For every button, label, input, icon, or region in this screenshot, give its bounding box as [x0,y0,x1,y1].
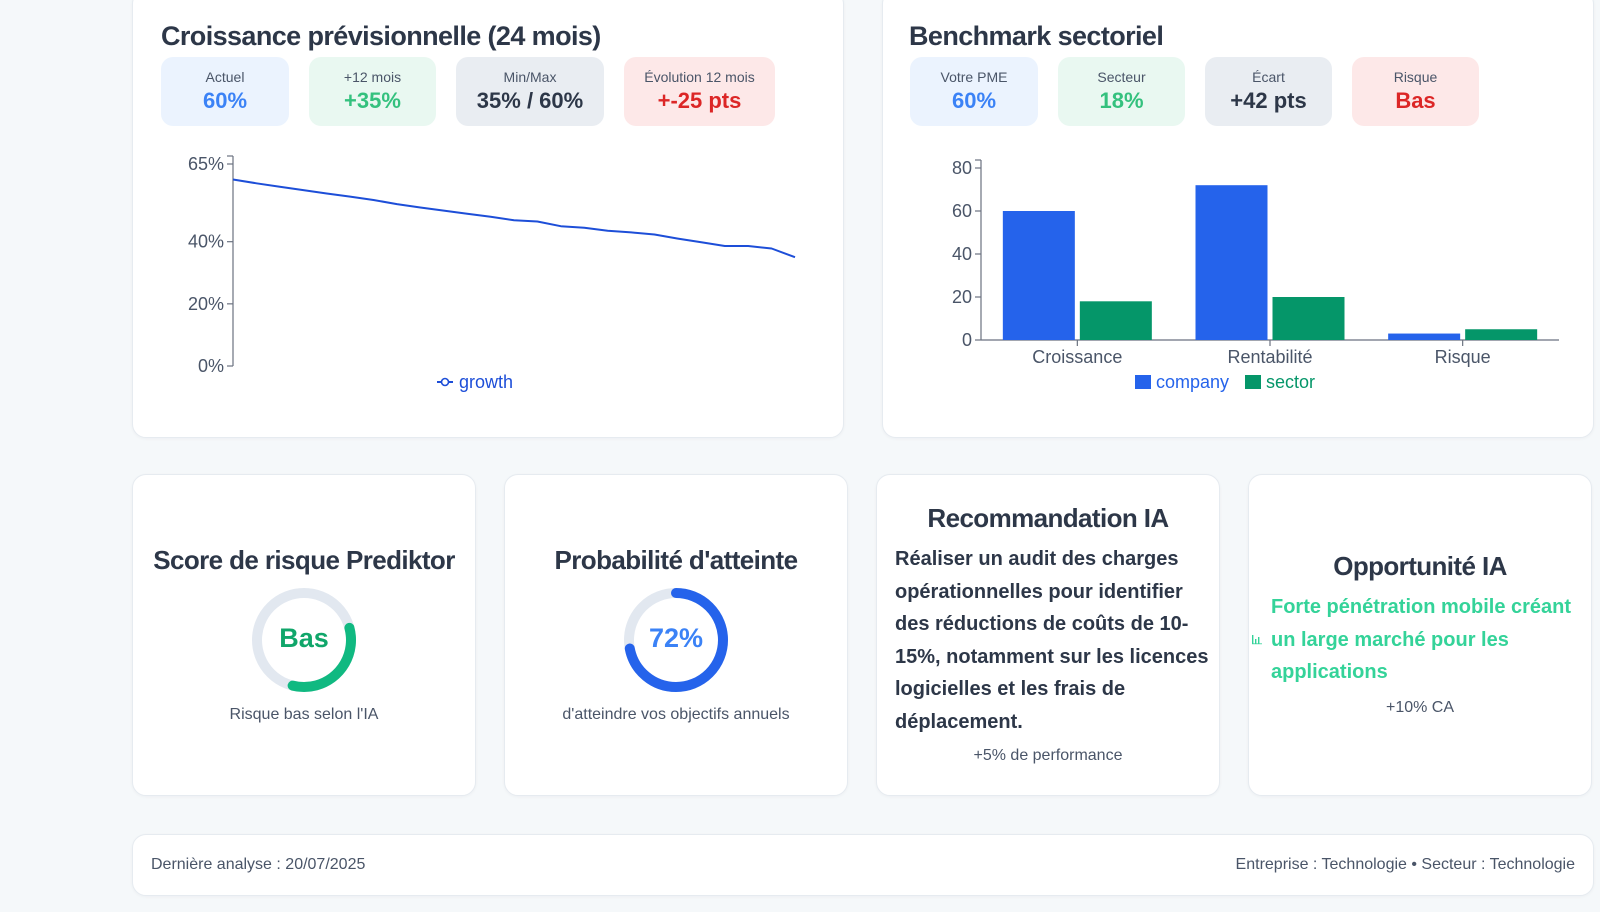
opportunity-card-title: Opportunité IA [1333,551,1507,581]
stat-min-max: Min/Max 35% / 60% [456,57,604,126]
stat-label: Actuel [205,69,245,85]
footer-bar: Dernière analyse : 20/07/2025 Entreprise… [132,834,1594,896]
stat-label: Évolution 12 mois [644,69,755,85]
legend-company-swatch [1135,375,1151,389]
probability-card: Probabilité d'atteinte 72% d'atteindre v… [504,474,848,796]
bar-chart-icon [1252,635,1262,645]
risk-gauge [252,588,356,692]
stat-value: +35% [344,88,401,113]
risk-score-card: Score de risque Prediktor Bas Risque bas… [132,474,476,796]
stat-value: 18% [1099,88,1144,113]
legend-growth-label: growth [459,372,513,392]
stat-label: Votre PME [940,69,1008,85]
benchmark-card: Benchmark sectoriel Votre PME 60% Secteu… [882,0,1594,438]
growth-forecast-card: Croissance prévisionnelle (24 mois) Actu… [132,0,844,438]
bar-company-croissance [1002,211,1075,340]
stat-evolution: Évolution 12 mois +-25 pts [624,57,775,126]
bar-sector-risque [1465,329,1538,340]
y-tick-label: 40 [952,244,972,264]
stat-value: +-25 pts [657,88,742,113]
probability-caption: d'atteindre vos objectifs annuels [562,706,790,723]
legend-sector-label: sector [1266,372,1315,392]
growth-line-chart: 0% 20% 40% 65% growth [188,154,796,392]
y-tick-label: 80 [952,158,972,178]
y-tick-label: 0% [198,356,224,376]
stat-label: +12 mois [343,69,402,85]
bar-sector-rentabilité [1272,297,1345,340]
last-analysis-date: Dernière analyse : 20/07/2025 [151,856,366,873]
x-tick-label: Rentabilité [1227,347,1312,367]
stat-12-months: +12 mois +35% [309,57,436,126]
gauge-fill [624,588,728,692]
x-tick-label: Croissance [1032,347,1122,367]
stat-current: Actuel 60% [161,57,289,126]
y-tick-label: 20 [952,287,972,307]
stat-gap: Écart +42 pts [1205,57,1332,126]
legend-sector-swatch [1245,375,1261,389]
stat-label: Écart [1252,69,1285,85]
opportunity-card: Opportunité IA Forte pénétration mobile … [1248,474,1592,796]
x-tick-label: Risque [1435,347,1491,367]
bar-sector-croissance [1079,301,1152,340]
y-tick-label: 20% [188,294,224,314]
benchmark-card-title: Benchmark sectoriel [909,21,1164,51]
risk-gauge-value: Bas [279,623,329,653]
stat-risk: Risque Bas [1352,57,1479,126]
company-sector-info: Entreprise : Technologie • Secteur : Tec… [1235,856,1575,873]
recommendation-card: Recommandation IA Réaliser un audit des … [876,474,1220,796]
probability-gauge [624,588,728,692]
stat-value: 60% [951,88,997,113]
stat-label: Secteur [1097,69,1146,85]
y-tick-label: 60 [952,201,972,221]
growth-series-line [232,178,796,259]
gauge-fill [252,588,356,692]
stat-label: Risque [1393,69,1438,85]
stat-value: Bas [1395,88,1436,113]
y-tick-label: 65% [188,154,224,174]
stat-label: Min/Max [503,69,557,85]
recommendation-caption: +5% de performance [973,747,1123,764]
recommendation-text: Réaliser un audit des charges opérationn… [895,548,1209,733]
stat-sector: Secteur 18% [1058,57,1185,126]
y-tick-label: 40% [188,232,224,252]
recommendation-card-title: Recommandation IA [927,503,1169,533]
benchmark-bar-chart: 0 20 40 60 80 Croissance Rentabilité Risque comp… [952,158,1559,392]
probability-card-title: Probabilité d'atteinte [554,545,799,575]
probability-gauge-value: 72% [648,623,704,653]
risk-card-title: Score de risque Prediktor [153,545,455,575]
bar-company-risque [1388,333,1461,340]
opportunity-text: Forte pénétration mobile créant un large… [1271,596,1572,683]
opportunity-caption: +10% CA [1385,699,1455,716]
stat-value: 35% / 60% [476,88,584,113]
risk-caption: Risque bas selon l'IA [229,706,379,723]
growth-card-title: Croissance prévisionnelle (24 mois) [161,21,601,51]
legend-company-label: company [1156,372,1229,392]
bar-company-rentabilité [1195,185,1268,340]
stat-value: 60% [202,88,248,113]
y-tick-label: 0 [962,330,972,350]
stat-value: +42 pts [1230,88,1307,113]
legend-dot-marker [440,377,450,387]
stat-your-sme: Votre PME 60% [910,57,1038,126]
